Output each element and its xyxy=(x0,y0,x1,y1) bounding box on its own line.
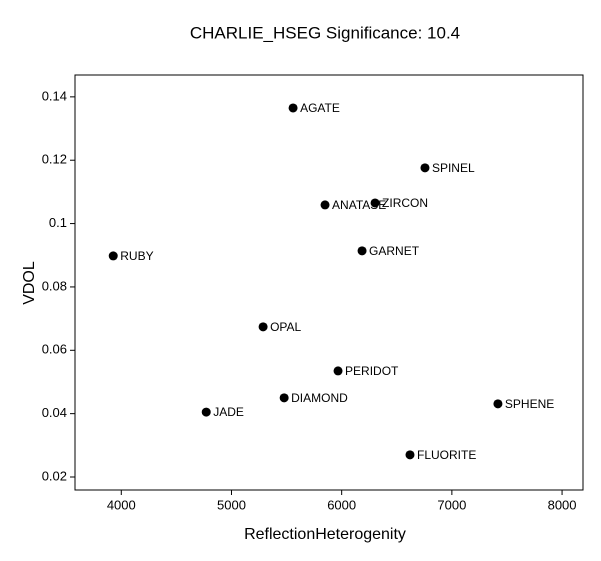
point xyxy=(370,198,380,208)
point xyxy=(357,246,367,256)
point-label: JADE xyxy=(213,405,244,419)
point xyxy=(258,322,268,332)
y-tick-label: 0.02 xyxy=(42,468,67,483)
point xyxy=(420,163,430,173)
point-label: GARNET xyxy=(369,244,420,258)
point-label: ZIRCON xyxy=(382,196,428,210)
point-label: DIAMOND xyxy=(291,391,348,405)
point-label: SPINEL xyxy=(432,161,475,175)
y-axis-label: VDOL xyxy=(21,261,38,305)
point xyxy=(288,103,298,113)
y-tick-label: 0.06 xyxy=(42,342,67,357)
point-label: RUBY xyxy=(120,249,153,263)
chart-title: CHARLIE_HSEG Significance: 10.4 xyxy=(190,23,460,42)
y-tick-label: 0.04 xyxy=(42,405,67,420)
x-tick-label: 7000 xyxy=(437,497,466,512)
point-label: AGATE xyxy=(300,101,340,115)
x-tick-label: 4000 xyxy=(107,497,136,512)
point-label: FLUORITE xyxy=(417,448,476,462)
point xyxy=(320,200,330,210)
point xyxy=(493,399,503,409)
y-tick-label: 0.1 xyxy=(49,215,67,230)
point xyxy=(405,450,415,460)
point-label: PERIDOT xyxy=(345,364,399,378)
point xyxy=(279,393,289,403)
point-label: OPAL xyxy=(270,320,301,334)
x-tick-label: 6000 xyxy=(327,497,356,512)
y-tick-label: 0.14 xyxy=(42,88,67,103)
x-tick-label: 5000 xyxy=(217,497,246,512)
point xyxy=(108,251,118,261)
y-tick-label: 0.12 xyxy=(42,152,67,167)
point-label: SPHENE xyxy=(505,397,554,411)
y-tick-label: 0.08 xyxy=(42,278,67,293)
x-tick-label: 8000 xyxy=(548,497,577,512)
point-label: ANATASE xyxy=(332,198,386,212)
point xyxy=(333,366,343,376)
x-axis-label: ReflectionHeterogenity xyxy=(244,526,406,543)
plot-frame xyxy=(74,74,584,491)
point xyxy=(201,407,211,417)
